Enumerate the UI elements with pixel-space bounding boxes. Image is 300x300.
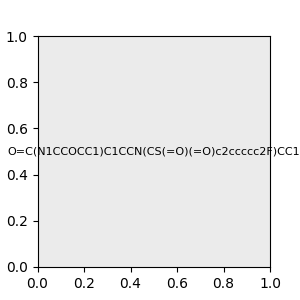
Text: O=C(N1CCOCC1)C1CCN(CS(=O)(=O)c2ccccc2F)CC1: O=C(N1CCOCC1)C1CCN(CS(=O)(=O)c2ccccc2F)C… — [8, 146, 300, 157]
